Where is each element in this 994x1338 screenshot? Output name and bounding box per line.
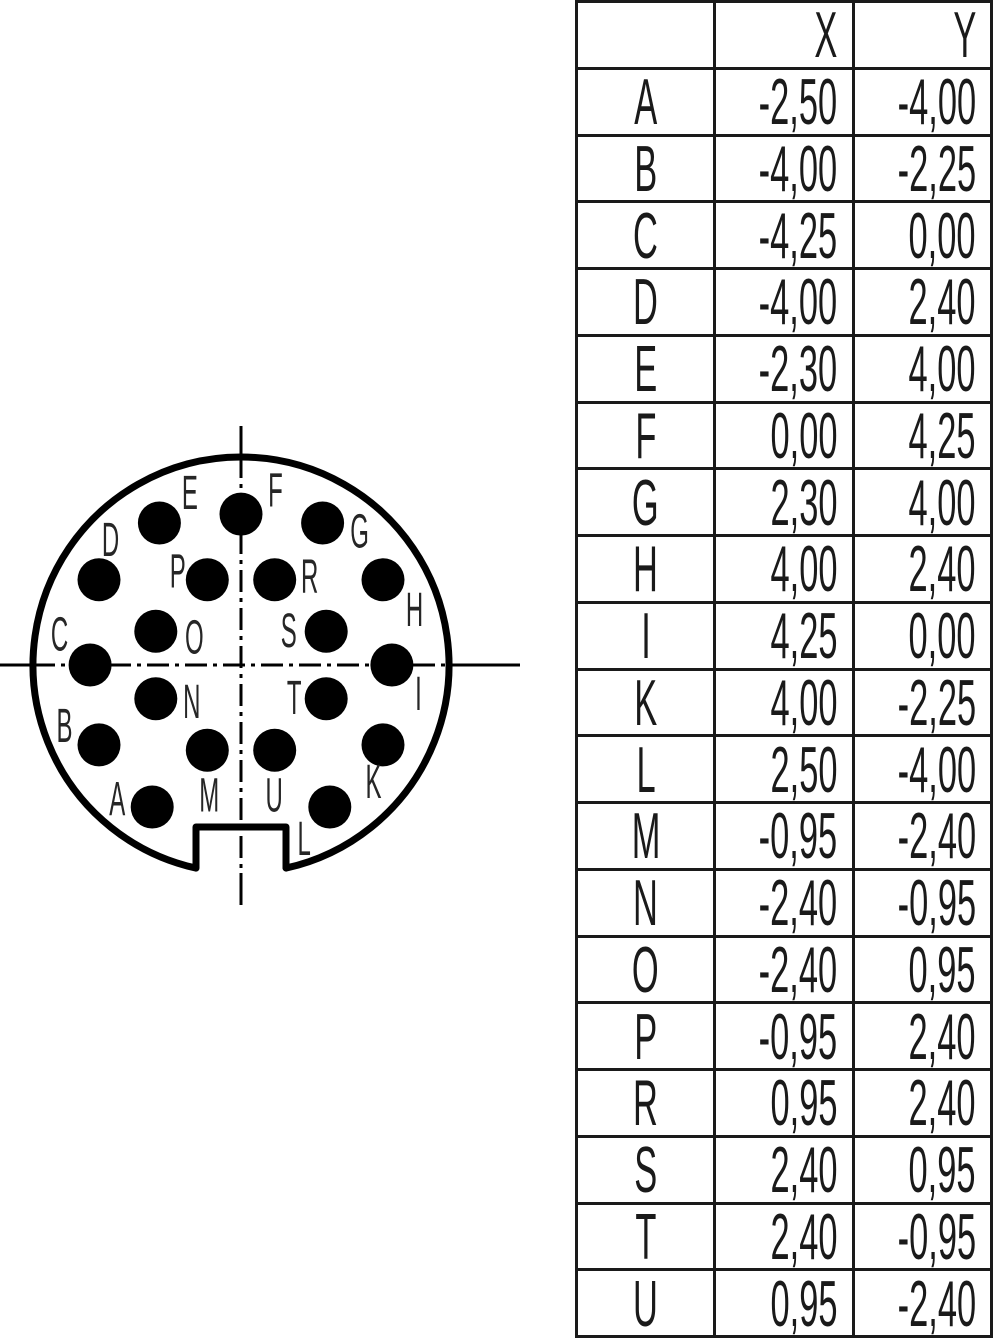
svg-text:H: H	[406, 584, 423, 637]
svg-text:U: U	[266, 770, 283, 823]
svg-text:D: D	[102, 514, 119, 567]
svg-text:G: G	[350, 506, 369, 559]
svg-text:O: O	[185, 612, 204, 665]
svg-text:L: L	[298, 813, 311, 866]
svg-text:R: R	[301, 551, 318, 604]
svg-text:M: M	[199, 770, 219, 823]
svg-text:T: T	[287, 672, 302, 725]
svg-text:S: S	[281, 605, 297, 658]
svg-text:C: C	[51, 609, 68, 662]
svg-text:A: A	[109, 773, 125, 826]
svg-text:P: P	[170, 546, 186, 599]
svg-text:N: N	[183, 676, 200, 729]
svg-text:E: E	[182, 467, 198, 520]
svg-text:I: I	[415, 668, 422, 721]
svg-text:B: B	[56, 700, 72, 753]
svg-text:F: F	[268, 465, 283, 518]
svg-text:K: K	[365, 756, 381, 809]
